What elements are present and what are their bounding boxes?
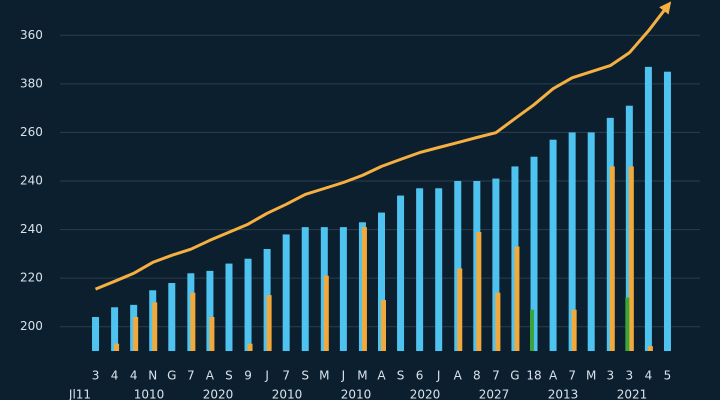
- bar: [571, 309, 577, 351]
- bar: [435, 188, 443, 351]
- bar: [416, 188, 424, 351]
- x-tick-label: 18: [526, 369, 541, 383]
- x-tick-label: 7: [187, 369, 195, 383]
- bar: [206, 270, 214, 351]
- x-tick-label: 5: [664, 369, 672, 383]
- bar: [628, 166, 634, 351]
- x-tick-label: J: [341, 369, 346, 383]
- x-tick-label: G: [167, 369, 176, 383]
- bar: [644, 66, 652, 351]
- bar: [339, 227, 347, 351]
- x-tick-label: A: [377, 369, 386, 383]
- bar: [457, 268, 463, 351]
- x-tick-label: A: [206, 369, 215, 383]
- bar: [397, 195, 405, 351]
- y-tick-label: 260: [20, 125, 43, 139]
- bar: [625, 297, 630, 351]
- bar: [381, 300, 386, 351]
- x-period-label: 2027: [479, 388, 510, 400]
- bar: [244, 258, 252, 351]
- x-tick-label: 3: [92, 369, 100, 383]
- x-tick-label: 7: [568, 369, 576, 383]
- bar: [647, 346, 653, 351]
- bar: [247, 343, 253, 351]
- x-tick-label: 3: [626, 369, 634, 383]
- x-tick-label: J: [436, 369, 441, 383]
- bar: [568, 132, 576, 351]
- bar: [361, 227, 367, 351]
- x-period-label: 2010: [272, 388, 303, 400]
- x-period-label: 2021: [617, 388, 648, 400]
- bar: [225, 263, 233, 351]
- x-tick-label: N: [148, 369, 157, 383]
- x-tick-label: A: [454, 369, 463, 383]
- x-tick-label: 3: [606, 369, 614, 383]
- bar: [476, 232, 482, 351]
- x-tick-label: M: [357, 369, 367, 383]
- bar: [663, 71, 671, 351]
- bar: [301, 227, 309, 351]
- x-period-label: 2020: [203, 388, 234, 400]
- bar: [609, 166, 615, 351]
- bar: [133, 317, 139, 351]
- bar: [209, 317, 215, 351]
- x-tick-label: 4: [645, 369, 653, 383]
- bar: [152, 302, 158, 351]
- bar: [514, 246, 520, 351]
- x-tick-label: S: [225, 369, 233, 383]
- x-tick-label: M: [586, 369, 596, 383]
- x-tick-label: 7: [282, 369, 290, 383]
- bar: [266, 295, 272, 351]
- x-tick-label: 7: [492, 369, 500, 383]
- y-tick-label: 380: [20, 76, 43, 90]
- bar: [549, 139, 557, 351]
- x-tick-label: S: [301, 369, 309, 383]
- x-period-label: 2013: [548, 388, 579, 400]
- bar: [530, 156, 538, 351]
- trend-line: [94, 1, 672, 291]
- x-tick-label: 9: [244, 369, 252, 383]
- bar: [587, 132, 595, 351]
- x-period-label: 1010: [134, 388, 165, 400]
- x-tick-label: 8: [473, 369, 481, 383]
- y-tick-label: 240: [20, 174, 43, 188]
- x-tick-label: 4: [130, 369, 138, 383]
- y-tick-label: 220: [20, 271, 43, 285]
- x-tick-label: A: [549, 369, 558, 383]
- x-tick-label: 6: [416, 369, 424, 383]
- y-tick-label: 360: [20, 28, 43, 42]
- bar: [282, 234, 290, 351]
- bar: [530, 309, 535, 351]
- bar: [378, 212, 385, 351]
- x-tick-label: G: [510, 369, 519, 383]
- bar: [492, 178, 500, 351]
- bar: [323, 275, 329, 351]
- x-period-label: 2010: [341, 388, 372, 400]
- bar: [190, 292, 196, 351]
- x-tick-label: M: [319, 369, 329, 383]
- x-period-label: 2020: [410, 388, 441, 400]
- bar: [111, 307, 119, 351]
- bar: [495, 292, 501, 351]
- bar: [168, 283, 176, 351]
- bar: [92, 317, 100, 351]
- y-tick-label: 200: [20, 319, 43, 333]
- x-tick-label: J: [264, 369, 269, 383]
- bar: [454, 181, 462, 351]
- x-period-label: Jl11: [68, 388, 91, 400]
- y-tick-label: 240: [20, 222, 43, 236]
- bar: [114, 343, 120, 351]
- x-tick-label: 4: [111, 369, 119, 383]
- x-tick-label: S: [397, 369, 405, 383]
